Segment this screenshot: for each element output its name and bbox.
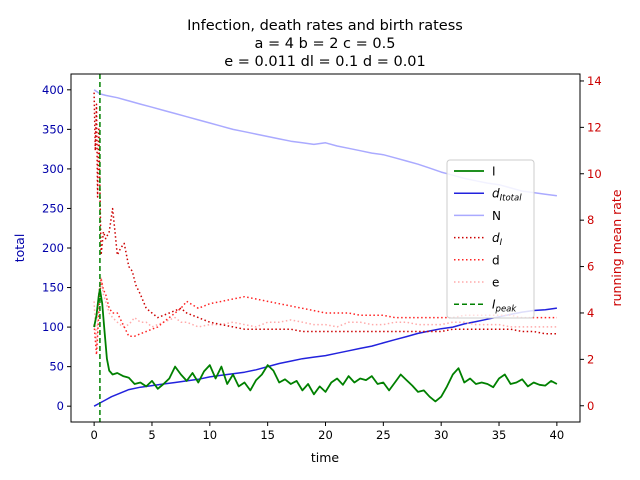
y-left-tick-label: 350	[42, 122, 64, 136]
y-right-tick-label: 0	[587, 399, 594, 413]
title-line-3: e = 0.011 dl = 0.1 d = 0.01	[224, 54, 426, 70]
legend-label-dl: dI	[492, 231, 503, 248]
y-axis-left: 0 50 100 150 200 250 300 350 400	[42, 83, 71, 413]
y-left-tick-label: 150	[42, 281, 64, 295]
y-axis-left-label: total	[12, 234, 27, 263]
y-right-tick-label: 14	[587, 74, 602, 88]
y-left-tick-label: 50	[49, 360, 64, 374]
y-right-tick-label: 4	[587, 306, 594, 320]
y-left-tick-label: 250	[42, 201, 64, 215]
legend-label-N: N	[492, 209, 501, 223]
x-axis: 0 5 10 15 20 25 30 35 40	[90, 422, 564, 442]
series-line-d	[93, 277, 557, 356]
legend-box	[446, 159, 535, 319]
title-line-2: a = 4 b = 2 c = 0.5	[255, 36, 396, 52]
title-line-1: Infection, death rates and birth ratess	[187, 18, 463, 34]
y-left-tick-label: 300	[42, 162, 64, 176]
x-tick-label: 30	[434, 428, 449, 442]
x-tick-label: 25	[376, 428, 391, 442]
y-axis-right: 0 2 4 6 8 10 12 14	[580, 74, 602, 413]
legend-label-dItotal: dItotal	[492, 187, 522, 204]
series-line-e	[93, 277, 557, 349]
x-tick-label: 5	[148, 428, 155, 442]
y-right-tick-label: 12	[587, 120, 602, 134]
legend-label-I: I	[492, 165, 496, 179]
x-tick-label: 20	[318, 428, 333, 442]
y-left-tick-label: 0	[57, 399, 64, 413]
legend-label-e: e	[492, 276, 499, 290]
y-right-tick-label: 8	[587, 213, 594, 227]
legend-label-d: d	[492, 253, 500, 267]
chart-title: Infection, death rates and birth ratess …	[187, 18, 463, 70]
x-tick-label: 0	[90, 428, 97, 442]
y-axis-right-label: running mean rate	[609, 189, 624, 306]
x-tick-label: 35	[492, 428, 507, 442]
y-right-tick-label: 2	[587, 352, 594, 366]
y-right-tick-label: 6	[587, 260, 594, 274]
y-right-tick-label: 10	[587, 167, 602, 181]
y-left-tick-label: 100	[42, 320, 64, 334]
x-tick-label: 10	[202, 428, 217, 442]
series-line-I	[93, 288, 558, 403]
x-axis-label: time	[311, 450, 340, 465]
x-tick-label: 15	[260, 428, 275, 442]
series-layer	[93, 74, 558, 422]
x-tick-label: 40	[550, 428, 565, 442]
y-left-tick-label: 400	[42, 83, 64, 97]
legend-label-Ipeak: Ipeak	[492, 298, 517, 315]
series-line-dItotal	[93, 307, 558, 407]
y-left-tick-label: 200	[42, 241, 64, 255]
